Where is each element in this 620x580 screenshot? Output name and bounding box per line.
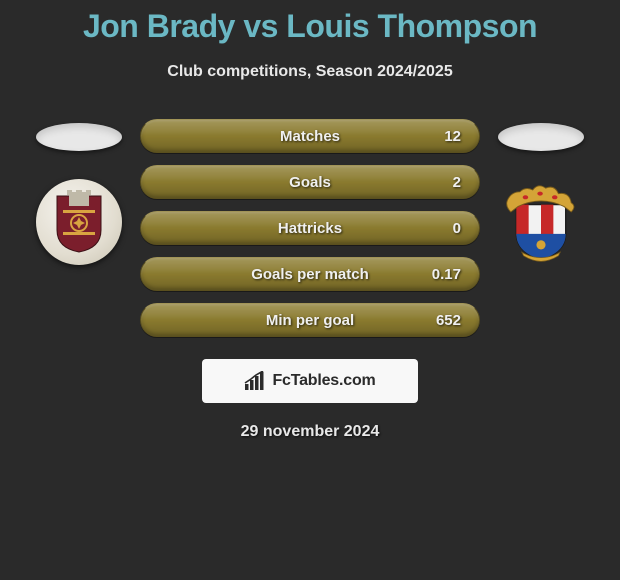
left-player-col (36, 119, 122, 265)
stat-label: Goals per match (251, 266, 369, 283)
stat-bar-hattricks: Hattricks 0 (140, 211, 480, 245)
branding-box[interactable]: FcTables.com (202, 359, 418, 403)
stevenage-badge-icon (498, 179, 584, 265)
stat-value: 12 (444, 128, 461, 145)
stat-value: 652 (436, 312, 461, 329)
stat-value: 0 (453, 220, 461, 237)
stat-value: 0.17 (432, 266, 461, 283)
right-player-col (498, 119, 584, 265)
stats-bars: Matches 12 Goals 2 Hattricks 0 Goals per… (140, 119, 480, 337)
stat-bar-goals-per-match: Goals per match 0.17 (140, 257, 480, 291)
stat-value: 2 (453, 174, 461, 191)
stat-label: Goals (289, 174, 331, 191)
stat-bar-matches: Matches 12 (140, 119, 480, 153)
player-silhouette-left (36, 123, 122, 151)
subtitle: Club competitions, Season 2024/2025 (0, 63, 620, 81)
stat-bar-goals: Goals 2 (140, 165, 480, 199)
stat-label: Hattricks (278, 220, 342, 237)
player-silhouette-right (498, 123, 584, 151)
comparison-row: Matches 12 Goals 2 Hattricks 0 Goals per… (0, 119, 620, 337)
stat-label: Matches (280, 128, 340, 145)
stat-label: Min per goal (266, 312, 354, 329)
northampton-town-badge-icon (36, 179, 122, 265)
stat-bar-min-per-goal: Min per goal 652 (140, 303, 480, 337)
date-label: 29 november 2024 (0, 423, 620, 441)
page-title: Jon Brady vs Louis Thompson (0, 8, 620, 45)
branding-text: FcTables.com (272, 372, 375, 390)
fctables-logo-icon (244, 371, 268, 391)
